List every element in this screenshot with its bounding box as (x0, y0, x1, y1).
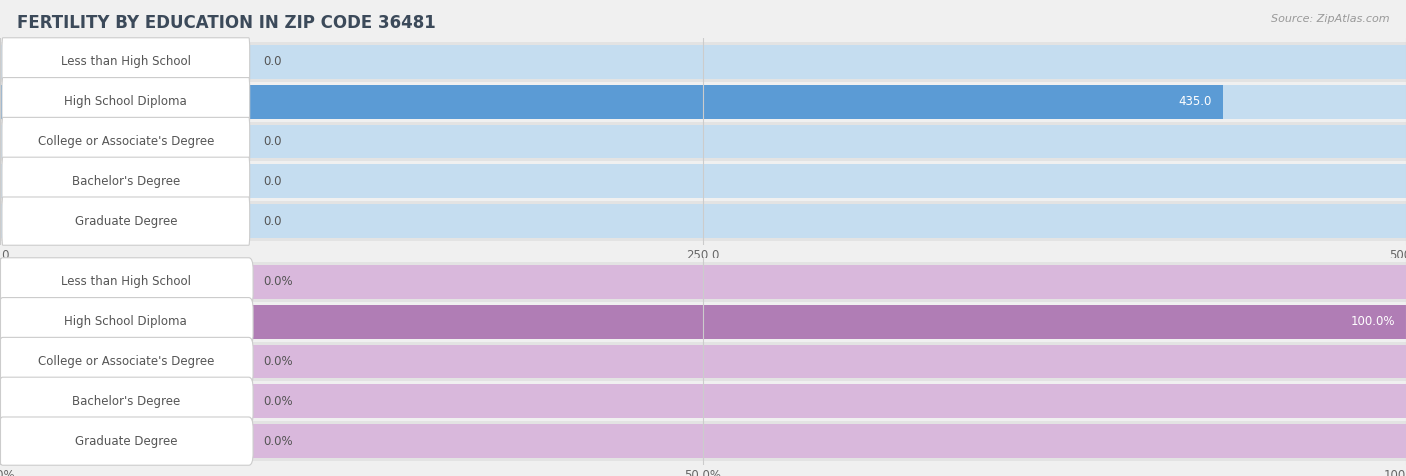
Bar (0, 42, 1406, 82)
FancyBboxPatch shape (1, 78, 250, 126)
Text: 0.0: 0.0 (263, 215, 281, 228)
Bar (0, 305, 1406, 338)
Text: Graduate Degree: Graduate Degree (75, 215, 177, 228)
Text: 0.0%: 0.0% (263, 355, 292, 368)
Text: Bachelor's Degree: Bachelor's Degree (72, 395, 180, 408)
Text: 0.0%: 0.0% (263, 276, 292, 288)
Text: 435.0: 435.0 (1178, 95, 1212, 108)
Bar (0, 121, 1406, 161)
Bar (0, 342, 1406, 381)
Text: 0.0%: 0.0% (263, 435, 292, 447)
FancyBboxPatch shape (1, 118, 250, 166)
Text: Less than High School: Less than High School (60, 55, 191, 69)
FancyBboxPatch shape (0, 337, 253, 386)
Bar (0, 381, 1406, 421)
Text: High School Diploma: High School Diploma (65, 95, 187, 108)
Text: College or Associate's Degree: College or Associate's Degree (38, 355, 214, 368)
Text: 0.0: 0.0 (263, 175, 281, 188)
Bar (0, 45, 1406, 79)
Bar (0, 345, 1406, 378)
FancyBboxPatch shape (1, 197, 250, 245)
Text: 100.0%: 100.0% (1350, 315, 1395, 328)
FancyBboxPatch shape (0, 258, 253, 306)
Text: Less than High School: Less than High School (60, 276, 191, 288)
Text: FERTILITY BY EDUCATION IN ZIP CODE 36481: FERTILITY BY EDUCATION IN ZIP CODE 36481 (17, 14, 436, 32)
Text: Graduate Degree: Graduate Degree (75, 435, 177, 447)
Text: High School Diploma: High School Diploma (65, 315, 187, 328)
Bar (0, 82, 1406, 121)
Bar (0, 164, 1406, 198)
Text: Bachelor's Degree: Bachelor's Degree (72, 175, 180, 188)
Bar (0, 305, 1406, 338)
FancyBboxPatch shape (0, 417, 253, 465)
Text: 0.0: 0.0 (263, 135, 281, 148)
FancyBboxPatch shape (0, 298, 253, 346)
FancyBboxPatch shape (1, 38, 250, 86)
Bar (0, 201, 1406, 241)
Bar (0, 125, 1406, 159)
Text: 0.0: 0.0 (263, 55, 281, 69)
Bar (0, 85, 1223, 119)
Bar (0, 85, 1406, 119)
Text: College or Associate's Degree: College or Associate's Degree (38, 135, 214, 148)
Bar (0, 161, 1406, 201)
Bar (0, 262, 1406, 302)
Bar (0, 424, 1406, 458)
Bar (0, 385, 1406, 418)
Bar (0, 204, 1406, 238)
Bar (0, 302, 1406, 342)
FancyBboxPatch shape (0, 377, 253, 426)
Bar (0, 265, 1406, 299)
Bar (0, 421, 1406, 461)
FancyBboxPatch shape (1, 157, 250, 206)
Text: 0.0%: 0.0% (263, 395, 292, 408)
Text: Source: ZipAtlas.com: Source: ZipAtlas.com (1271, 14, 1389, 24)
